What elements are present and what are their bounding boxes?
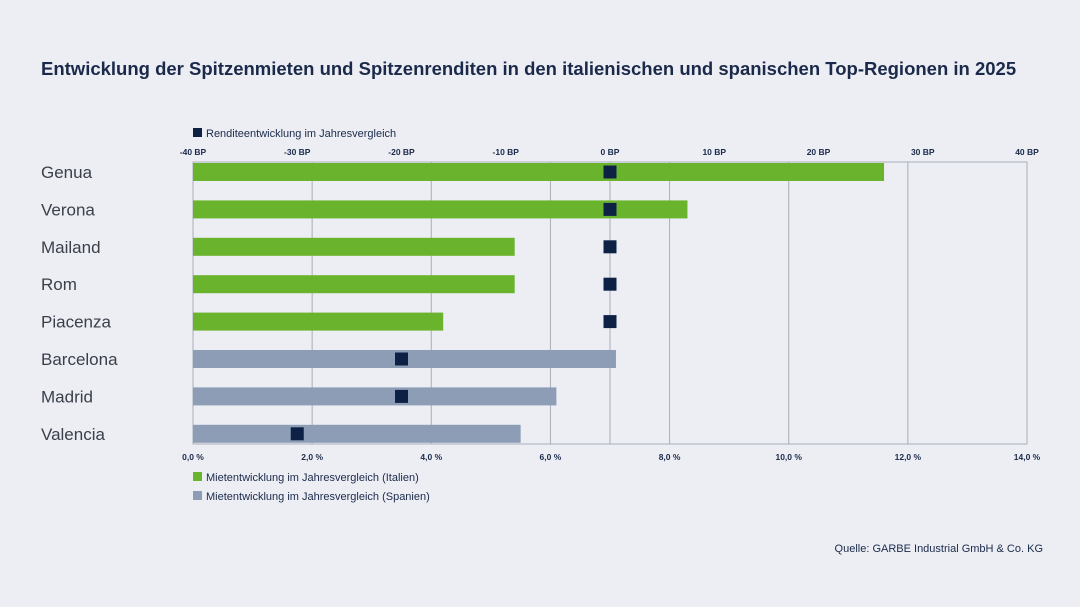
top-tick-label: 20 BP	[807, 147, 831, 157]
bar-verona	[193, 200, 688, 219]
bar-piacenza	[193, 312, 444, 331]
bottom-axis-ticks: 0,0 % 2,0 % 4,0 % 6,0 % 8,0 % 10,0 % 12,0 % 14,…	[182, 452, 1041, 462]
legend-swatch-spain	[193, 491, 202, 500]
top-tick-label: 10 BP	[702, 147, 726, 157]
legend-swatch-italy	[193, 472, 202, 481]
bottom-tick-label: 8,0 %	[659, 452, 681, 462]
yield-marker-mailand	[603, 240, 617, 254]
top-tick-label: -10 BP	[493, 147, 520, 157]
bottom-tick-label: 4,0 %	[420, 452, 442, 462]
top-tick-label: -30 BP	[284, 147, 311, 157]
category-label: Mailand	[41, 238, 101, 257]
chart-title: Entwicklung der Spitzenmieten und Spitze…	[41, 58, 1016, 79]
category-label: Genua	[41, 163, 93, 182]
bar-madrid	[193, 387, 557, 406]
category-label: Madrid	[41, 387, 93, 406]
yield-marker-valencia	[290, 427, 304, 441]
legend-label-italy: Mietentwicklung im Jahresvergleich (Ital…	[206, 472, 419, 484]
top-axis-ticks: -40 BP -30 BP -20 BP -10 BP 0 BP 10 BP 20 BP 30…	[180, 147, 1039, 157]
top-tick-label: 40 BP	[1015, 147, 1039, 157]
legend-yield: Renditeentwicklung im Jahresvergleich	[193, 128, 396, 140]
bar-rom	[193, 275, 515, 294]
category-label: Valencia	[41, 425, 105, 444]
yield-markers	[290, 165, 617, 441]
yield-marker-genua	[603, 165, 617, 179]
bar-mailand	[193, 237, 515, 256]
category-labels: Genua Verona Mailand Rom Piacenza Barcelona Ma…	[41, 163, 118, 444]
yield-marker-verona	[603, 202, 617, 216]
bottom-tick-label: 2,0 %	[301, 452, 323, 462]
category-label: Rom	[41, 275, 77, 294]
bottom-tick-label: 10,0 %	[775, 452, 802, 462]
legend-swatch-yield	[193, 128, 202, 137]
category-label: Verona	[41, 200, 95, 219]
bottom-tick-label: 6,0 %	[540, 452, 562, 462]
legend-label-yield: Renditeentwicklung im Jahresvergleich	[206, 128, 396, 140]
category-label: Barcelona	[41, 350, 118, 369]
legend-rent: Mietentwicklung im Jahresvergleich (Ital…	[193, 472, 430, 503]
yield-marker-madrid	[395, 389, 408, 403]
yield-marker-piacenza	[603, 315, 617, 329]
legend-label-spain: Mietentwicklung im Jahresvergleich (Span…	[206, 491, 430, 503]
top-tick-label: 30 BP	[911, 147, 935, 157]
bottom-tick-label: 14,0 %	[1014, 452, 1041, 462]
bar-valencia	[193, 424, 521, 443]
top-tick-label: 0 BP	[601, 147, 620, 157]
source-note: Quelle: GARBE Industrial GmbH & Co. KG	[835, 543, 1043, 555]
bottom-tick-label: 0,0 %	[182, 452, 204, 462]
category-label: Piacenza	[41, 313, 111, 332]
bar-genua	[193, 163, 885, 181]
top-tick-label: -20 BP	[388, 147, 415, 157]
yield-marker-barcelona	[395, 352, 408, 366]
bottom-tick-label: 12,0 %	[895, 452, 922, 462]
yield-marker-rom	[603, 277, 617, 291]
bars	[193, 163, 885, 443]
top-tick-label: -40 BP	[180, 147, 207, 157]
